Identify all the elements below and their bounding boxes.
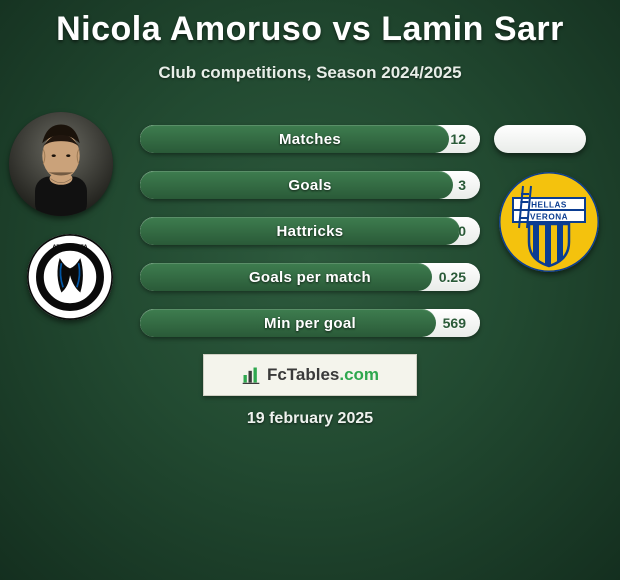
stat-label: Hattricks <box>140 217 480 245</box>
stat-label: Matches <box>140 125 480 153</box>
avatar-placeholder-icon <box>9 112 113 216</box>
page-title: Nicola Amoruso vs Lamin Sarr <box>0 0 620 49</box>
svg-text:HELLAS: HELLAS <box>531 201 567 210</box>
stat-value-right: 0 <box>458 217 466 245</box>
stat-label: Goals per match <box>140 263 480 291</box>
stat-pill: Matches12 <box>140 125 480 153</box>
logo-text-main: FcTables <box>267 365 339 384</box>
stats-list: Matches12 Goals3 Hattricks0 Goals per match… <box>140 125 480 355</box>
club-crest-right: HELLAS VERONA <box>499 172 599 272</box>
stat-pill: Hattricks0 <box>140 217 480 245</box>
stat-label: Goals <box>140 171 480 199</box>
date-label: 19 february 2025 <box>0 410 620 428</box>
atalanta-crest-icon: ATALANTA 1907 <box>27 234 113 320</box>
stat-pill: Goals per match0.25 <box>140 263 480 291</box>
stat-pill: Goals3 <box>140 171 480 199</box>
stat-pill: Min per goal569 <box>140 309 480 337</box>
logo-text: FcTables.com <box>267 365 379 385</box>
svg-text:VERONA: VERONA <box>530 213 568 222</box>
bar-chart-icon <box>241 365 261 385</box>
stat-value-right: 12 <box>450 125 466 153</box>
stat-label: Min per goal <box>140 309 480 337</box>
fctables-logo: FcTables.com <box>203 354 417 396</box>
stat-value-right: 3 <box>458 171 466 199</box>
hellas-verona-crest-icon: HELLAS VERONA <box>499 172 599 272</box>
player-left-avatar <box>9 112 113 216</box>
stat-value-right: 569 <box>443 309 466 337</box>
club-crest-left: ATALANTA 1907 <box>27 234 113 320</box>
svg-text:ATALANTA: ATALANTA <box>52 244 88 251</box>
subtitle: Club competitions, Season 2024/2025 <box>0 63 620 83</box>
svg-text:1907: 1907 <box>62 305 77 312</box>
player-right-avatar-placeholder <box>494 125 586 153</box>
logo-text-accent: .com <box>339 365 379 384</box>
stat-value-right: 0.25 <box>439 263 466 291</box>
